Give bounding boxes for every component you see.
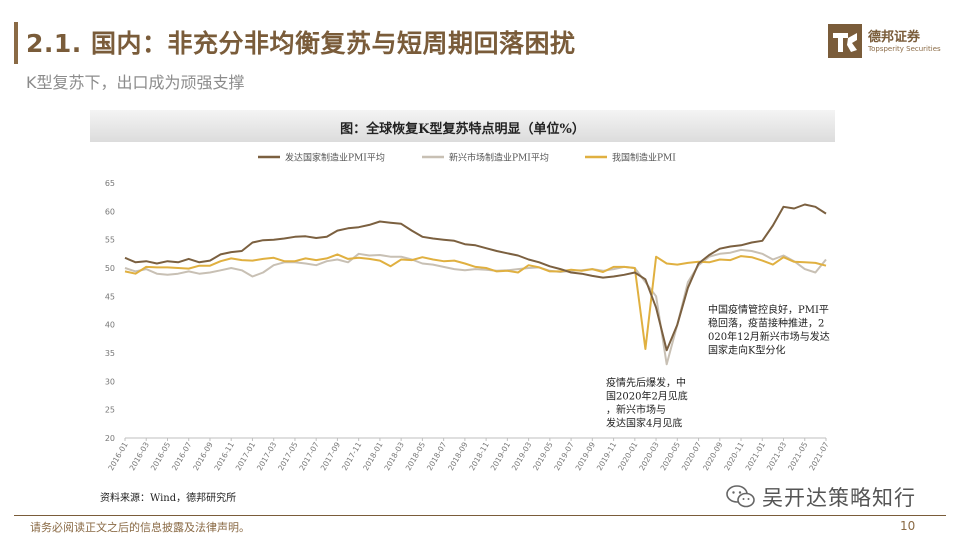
annotation-1-line: 疫情先后爆发，中 bbox=[606, 376, 686, 389]
y-tick-label: 20 bbox=[105, 434, 115, 443]
legend-label-0: 发达国家制造业PMI平均 bbox=[285, 152, 385, 164]
series-line-0 bbox=[124, 203, 827, 352]
x-tick-label: 2021-03 bbox=[765, 440, 789, 472]
x-tick-label: 2019-05 bbox=[531, 440, 555, 472]
x-tick-label: 2021-01 bbox=[744, 440, 768, 472]
annotation-1-line: ，新兴市场与 bbox=[606, 403, 666, 416]
y-tick-label: 60 bbox=[105, 207, 115, 216]
legend-label-1: 新兴市场制造业PMI平均 bbox=[449, 152, 549, 164]
brand-name-cn: 德邦证券 bbox=[868, 30, 921, 45]
x-tick-label: 2020-11 bbox=[722, 440, 746, 472]
x-tick-label: 2016-09 bbox=[191, 440, 215, 472]
x-tick-label: 2018-11 bbox=[467, 440, 491, 472]
x-tick-label: 2021-07 bbox=[807, 440, 831, 472]
x-tick-label: 2017-09 bbox=[319, 440, 343, 472]
brand-logo: 德邦证券 Topsperity Securities bbox=[828, 24, 948, 60]
x-tick-label: 2019-03 bbox=[510, 440, 534, 472]
x-tick-label: 2017-11 bbox=[340, 440, 364, 472]
y-tick-label: 35 bbox=[105, 349, 115, 358]
y-tick-label: 45 bbox=[105, 292, 115, 301]
y-tick-label: 25 bbox=[105, 406, 115, 415]
y-tick-label: 30 bbox=[105, 377, 115, 386]
footer-divider bbox=[14, 515, 946, 516]
brand-name-en: Topsperity Securities bbox=[868, 45, 941, 53]
wechat-icon bbox=[726, 485, 755, 508]
x-tick-label: 2020-09 bbox=[701, 440, 725, 472]
brand-logo-icon bbox=[828, 24, 862, 58]
annotation-1-line: 发达国家4月见底 bbox=[606, 417, 682, 430]
x-tick-label: 2020-07 bbox=[680, 440, 704, 472]
page-subtitle: K型复苏下，出口成为顽强支撑 bbox=[26, 73, 245, 92]
y-tick-label: 55 bbox=[105, 236, 115, 245]
x-tick-label: 2018-03 bbox=[382, 440, 406, 472]
annotation-2-line: 中国疫情管控良好，PMI平 bbox=[708, 303, 829, 316]
x-tick-label: 2016-07 bbox=[170, 440, 194, 472]
x-tick-label: 2019-01 bbox=[489, 440, 513, 472]
y-tick-label: 40 bbox=[105, 321, 115, 330]
x-tick-label: 2020-05 bbox=[659, 440, 683, 472]
disclaimer: 请务必阅读正文之后的信息披露及法律声明。 bbox=[30, 521, 250, 534]
x-tick-label: 2019-07 bbox=[552, 440, 576, 472]
source-note: 资料来源：Wind，德邦研究所 bbox=[100, 493, 237, 504]
x-tick-label: 2018-05 bbox=[404, 440, 428, 472]
x-tick-label: 2016-01 bbox=[106, 440, 130, 472]
chart-title: 图：全球恢复K型复苏特点明显（单位%） bbox=[340, 122, 585, 137]
series-line-2 bbox=[124, 253, 827, 350]
page-title: 2.1. 国内：非充分非均衡复苏与短周期回落困扰 bbox=[26, 29, 576, 58]
x-tick-label: 2019-09 bbox=[574, 440, 598, 472]
x-tick-label: 2020-03 bbox=[637, 440, 661, 472]
x-tick-label: 2017-07 bbox=[297, 440, 321, 472]
x-tick-label: 2018-07 bbox=[425, 440, 449, 472]
title-accent-bar bbox=[14, 22, 18, 64]
annotation-2-line: 稳回落，疫苗接种推进，2 bbox=[708, 317, 824, 330]
x-tick-label: 2016-11 bbox=[212, 440, 236, 472]
y-tick-label: 50 bbox=[105, 264, 115, 273]
series-line-1 bbox=[124, 248, 827, 366]
x-tick-label: 2017-05 bbox=[276, 440, 300, 472]
annotation-2-line: 020年12月新兴市场与发达 bbox=[708, 330, 830, 343]
x-tick-label: 2020-01 bbox=[616, 440, 640, 472]
y-tick-label: 65 bbox=[105, 179, 115, 188]
x-tick-label: 2018-01 bbox=[361, 440, 385, 472]
legend-label-2: 我国制造业PMI bbox=[612, 152, 676, 164]
annotation-1-line: 国2020年2月见底 bbox=[606, 390, 688, 403]
annotation-2-line: 国家走向K型分化 bbox=[708, 344, 785, 357]
x-tick-label: 2016-03 bbox=[128, 440, 152, 472]
page-number: 10 bbox=[900, 519, 916, 533]
watermark-text: 吴开达策略知行 bbox=[762, 486, 916, 510]
chart-title-band: 图：全球恢复K型复苏特点明显（单位%） bbox=[90, 110, 835, 142]
x-tick-label: 2019-11 bbox=[595, 440, 619, 472]
x-tick-label: 2018-09 bbox=[446, 440, 470, 472]
x-tick-label: 2017-03 bbox=[255, 440, 279, 472]
x-tick-label: 2017-01 bbox=[234, 440, 258, 472]
x-tick-label: 2021-05 bbox=[786, 440, 810, 472]
x-tick-label: 2016-05 bbox=[149, 440, 173, 472]
